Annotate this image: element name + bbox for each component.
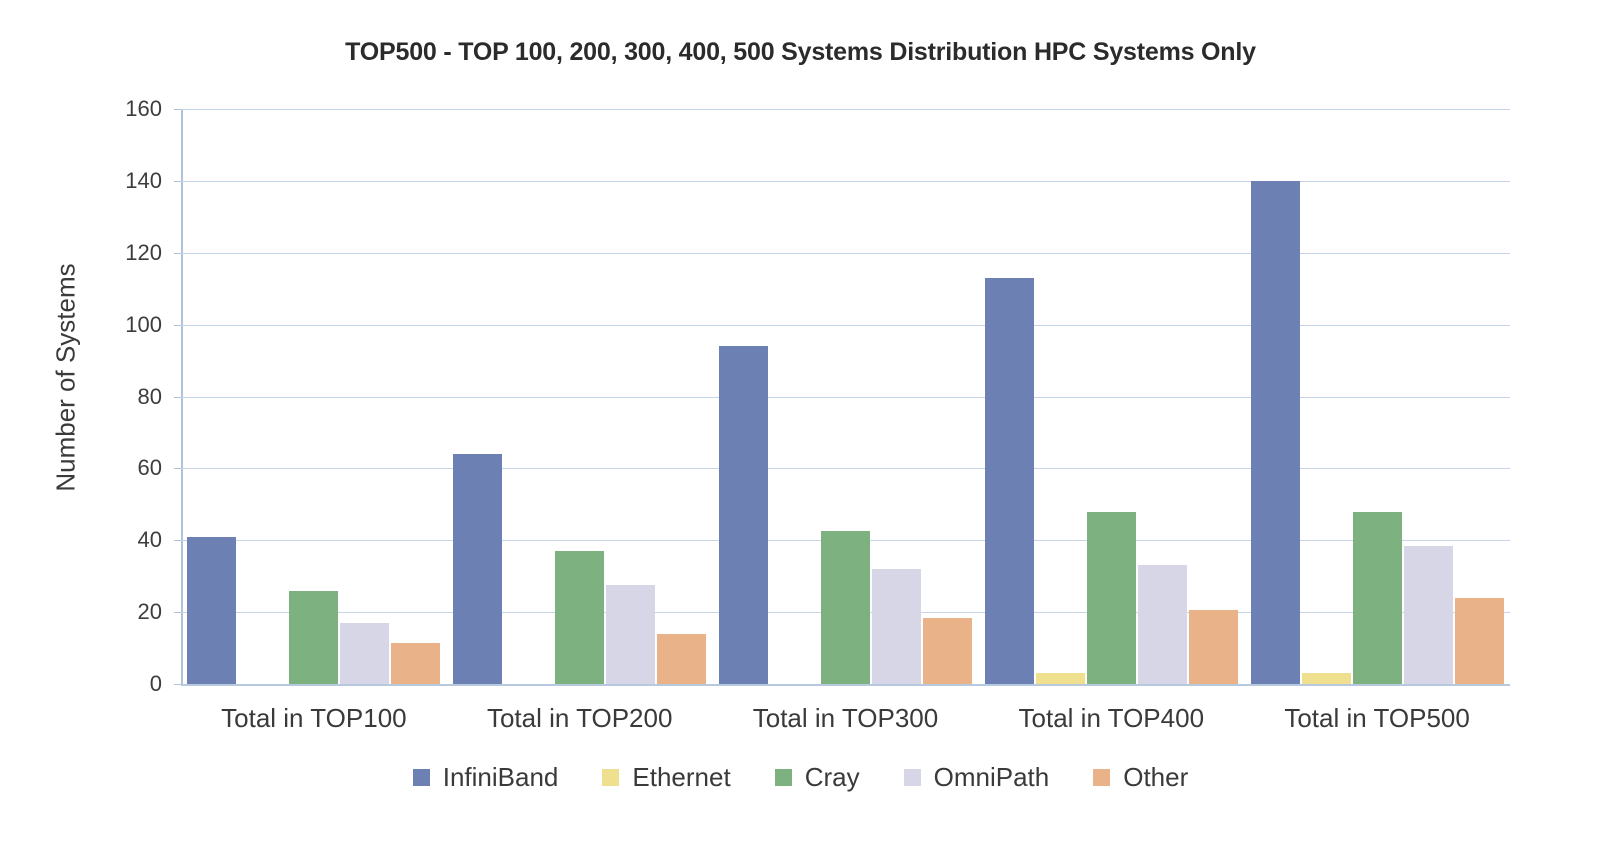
bar[interactable] <box>391 642 441 684</box>
legend-swatch-icon <box>903 769 921 786</box>
y-tick-label: 140 <box>125 167 162 193</box>
y-axis-line <box>181 109 183 686</box>
x-tick-label: Total in TOP200 <box>486 703 673 733</box>
bar[interactable] <box>1137 565 1187 684</box>
x-tick-label: Total in TOP500 <box>1284 703 1470 733</box>
bar[interactable] <box>1035 673 1085 684</box>
legend-label: Cray <box>804 762 860 792</box>
gridline <box>181 109 1510 110</box>
legend-item[interactable]: InfiniBand <box>412 762 559 793</box>
y-axis-tick <box>174 252 181 254</box>
legend-item[interactable]: OmniPath <box>903 762 1050 793</box>
y-axis-tick <box>174 324 181 326</box>
y-tick-label: 100 <box>125 311 162 337</box>
legend-item[interactable]: Ethernet <box>602 762 731 793</box>
y-axis-tick <box>174 468 181 470</box>
bar[interactable] <box>1352 511 1402 684</box>
bar[interactable] <box>340 622 390 684</box>
plot-area <box>181 109 1510 686</box>
chart-legend: InfiniBand Ethernet Cray OmniPath Other <box>0 762 1601 793</box>
gridline <box>181 180 1510 182</box>
legend-swatch-icon <box>1093 769 1111 786</box>
legend-item[interactable]: Cray <box>774 762 860 793</box>
bar[interactable] <box>187 536 237 684</box>
bar[interactable] <box>984 277 1034 684</box>
legend-label: Ethernet <box>632 762 731 792</box>
gridline <box>181 396 1510 398</box>
bar[interactable] <box>820 531 870 684</box>
bar[interactable] <box>1301 673 1351 684</box>
gridline <box>181 324 1510 326</box>
y-axis-tick-labels: 160 140 120 100 80 60 40 20 0 <box>100 96 162 696</box>
bar[interactable] <box>871 569 921 684</box>
bar-group <box>447 109 713 684</box>
bar[interactable] <box>555 551 605 684</box>
bar[interactable] <box>1454 597 1504 684</box>
legend-swatch-icon <box>602 769 620 786</box>
y-tick-label: 20 <box>137 599 162 625</box>
bar[interactable] <box>657 633 707 684</box>
bar[interactable] <box>453 454 503 684</box>
gridline <box>181 684 1510 686</box>
bar-group <box>978 109 1244 684</box>
y-axis-tick <box>174 540 181 542</box>
y-tick-label: 160 <box>125 96 162 121</box>
legend-label: InfiniBand <box>442 762 559 792</box>
y-axis-tick <box>174 612 181 614</box>
x-axis-category-labels: Total in TOP100 Total in TOP200 Total in T… <box>181 703 1510 745</box>
y-tick-label: 80 <box>137 383 162 409</box>
y-tick-label: 0 <box>149 671 162 696</box>
bar[interactable] <box>1403 545 1453 684</box>
bar-group <box>181 109 447 684</box>
y-axis-tick <box>174 396 181 398</box>
y-axis-title: Number of Systems <box>50 263 81 492</box>
y-axis-tick <box>174 684 181 685</box>
bar[interactable] <box>1086 511 1136 684</box>
bar[interactable] <box>922 617 972 684</box>
y-axis-tick <box>174 180 181 182</box>
y-tick-label: 60 <box>137 455 162 481</box>
bar-group <box>713 109 979 684</box>
bar[interactable] <box>606 585 656 684</box>
gridline <box>181 468 1510 470</box>
bar-group <box>1244 109 1510 684</box>
gridline <box>181 252 1510 254</box>
x-tick-label: Total in TOP400 <box>1018 703 1205 733</box>
legend-swatch-icon <box>774 769 792 786</box>
x-tick-label: Total in TOP100 <box>221 703 407 733</box>
y-axis-tick <box>174 109 181 110</box>
bar[interactable] <box>1188 610 1238 684</box>
y-tick-label: 120 <box>125 239 162 265</box>
x-tick-label: Total in TOP300 <box>752 703 939 733</box>
legend-label: Other <box>1123 762 1189 792</box>
chart-title: TOP500 - TOP 100, 200, 300, 400, 500 Sys… <box>345 38 1256 66</box>
bar[interactable] <box>718 346 768 684</box>
bar[interactable] <box>289 590 339 684</box>
legend-label: OmniPath <box>933 762 1050 792</box>
bar[interactable] <box>1250 180 1300 684</box>
y-tick-label: 40 <box>137 527 162 553</box>
legend-swatch-icon <box>412 769 430 786</box>
legend-item[interactable]: Other <box>1093 762 1188 793</box>
